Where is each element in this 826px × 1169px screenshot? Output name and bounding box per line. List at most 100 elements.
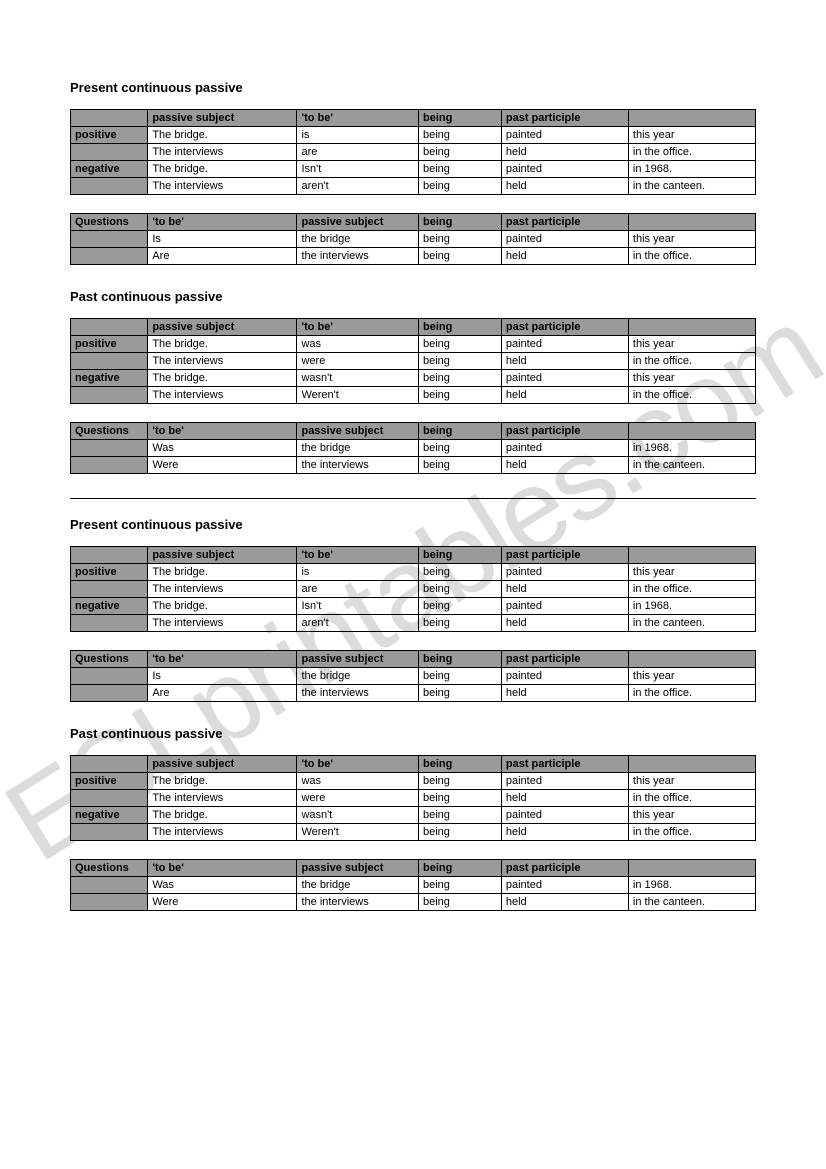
table-cell: painted	[501, 336, 628, 353]
table-cell: is	[297, 564, 419, 581]
table-cell: Is	[148, 668, 297, 685]
table-row: negativeThe bridge.Isn'tbeingpaintedin 1…	[71, 598, 756, 615]
table-cell: being	[419, 336, 502, 353]
table-cell: the interviews	[297, 457, 419, 474]
section-title: Past continuous passive	[70, 289, 756, 304]
table-cell: painted	[501, 564, 628, 581]
table-header-row: passive subject'to be'beingpast particip…	[71, 110, 756, 127]
table-cell: being	[419, 564, 502, 581]
row-label-cell	[71, 581, 148, 598]
table-header-cell: being	[419, 110, 502, 127]
table-cell: held	[501, 144, 628, 161]
table-cell: this year	[628, 231, 755, 248]
row-label-cell	[71, 248, 148, 265]
table-header-cell: being	[419, 547, 502, 564]
table-cell: held	[501, 248, 628, 265]
section-title: Past continuous passive	[70, 726, 756, 741]
table-cell: held	[501, 178, 628, 195]
table-cell: in the office.	[628, 144, 755, 161]
table-cell: The bridge.	[148, 336, 297, 353]
table-header-row: Questions'to be'passive subjectbeingpast…	[71, 214, 756, 231]
table-header-row: passive subject'to be'beingpast particip…	[71, 756, 756, 773]
table-cell: Is	[148, 231, 297, 248]
questions-table: Questions'to be'passive subjectbeingpast…	[70, 650, 756, 702]
table-cell: painted	[501, 668, 628, 685]
table-cell: being	[419, 248, 502, 265]
table-cell: held	[501, 894, 628, 911]
grammar-table: passive subject'to be'beingpast particip…	[70, 546, 756, 632]
table-cell: Are	[148, 248, 297, 265]
table-cell: The interviews	[148, 824, 297, 841]
table-cell: in the office.	[628, 824, 755, 841]
table-cell: in 1968.	[628, 161, 755, 178]
table-cell: being	[419, 807, 502, 824]
table-cell: The bridge.	[148, 370, 297, 387]
table-header-cell: past participle	[501, 547, 628, 564]
table-cell: Were	[148, 894, 297, 911]
table-header-cell: Questions	[71, 651, 148, 668]
table-cell: being	[419, 144, 502, 161]
table-cell: in the canteen.	[628, 178, 755, 195]
table-header-row: Questions'to be'passive subjectbeingpast…	[71, 651, 756, 668]
table-cell: was	[297, 773, 419, 790]
table-row: Werethe interviewsbeingheldin the cantee…	[71, 457, 756, 474]
questions-table: Questions'to be'passive subjectbeingpast…	[70, 422, 756, 474]
table-header-cell: past participle	[501, 423, 628, 440]
table-row: Wasthe bridgebeingpaintedin 1968.	[71, 440, 756, 457]
table-cell: in 1968.	[628, 598, 755, 615]
grammar-table: passive subject'to be'beingpast particip…	[70, 109, 756, 195]
table-cell: wasn't	[297, 807, 419, 824]
table-header-cell: 'to be'	[297, 110, 419, 127]
section-title: Present continuous passive	[70, 517, 756, 532]
table-cell: The interviews	[148, 790, 297, 807]
table-header-row: Questions'to be'passive subjectbeingpast…	[71, 860, 756, 877]
table-header-cell: being	[419, 756, 502, 773]
table-cell: this year	[628, 336, 755, 353]
table-header-cell: Questions	[71, 214, 148, 231]
table-header-cell	[628, 651, 755, 668]
row-label-cell	[71, 144, 148, 161]
table-header-cell	[71, 319, 148, 336]
row-label-cell: negative	[71, 161, 148, 178]
row-label-cell: positive	[71, 336, 148, 353]
table-header-cell: 'to be'	[148, 860, 297, 877]
table-header-cell: passive subject	[148, 110, 297, 127]
table-cell: in 1968.	[628, 877, 755, 894]
table-cell: Were	[148, 457, 297, 474]
table-cell: The interviews	[148, 387, 297, 404]
row-label-cell	[71, 353, 148, 370]
table-cell: in the canteen.	[628, 894, 755, 911]
table-cell: being	[419, 773, 502, 790]
table-cell: the bridge	[297, 231, 419, 248]
table-header-cell: 'to be'	[297, 319, 419, 336]
table-header-cell: 'to be'	[297, 756, 419, 773]
row-label-cell	[71, 231, 148, 248]
table-cell: being	[419, 387, 502, 404]
table-cell: being	[419, 824, 502, 841]
table-cell: The interviews	[148, 581, 297, 598]
table-cell: being	[419, 353, 502, 370]
table-cell: in the canteen.	[628, 615, 755, 632]
table-header-cell: passive subject	[297, 214, 419, 231]
table-cell: in the canteen.	[628, 457, 755, 474]
table-cell: this year	[628, 370, 755, 387]
table-row: positiveThe bridge.wasbeingpaintedthis y…	[71, 773, 756, 790]
table-cell: are	[297, 581, 419, 598]
table-cell: The bridge.	[148, 807, 297, 824]
table-cell: The bridge.	[148, 127, 297, 144]
table-header-cell	[628, 547, 755, 564]
table-cell: held	[501, 581, 628, 598]
table-row: negativeThe bridge.Isn'tbeingpaintedin 1…	[71, 161, 756, 178]
grammar-table: passive subject'to be'beingpast particip…	[70, 318, 756, 404]
table-cell: held	[501, 790, 628, 807]
table-cell: being	[419, 598, 502, 615]
table-cell: held	[501, 353, 628, 370]
table-cell: held	[501, 824, 628, 841]
table-header-row: passive subject'to be'beingpast particip…	[71, 547, 756, 564]
table-header-cell: Questions	[71, 860, 148, 877]
table-row: The interviewsWeren'tbeingheldin the off…	[71, 387, 756, 404]
table-header-cell: passive subject	[297, 860, 419, 877]
table-cell: being	[419, 178, 502, 195]
table-header-row: passive subject'to be'beingpast particip…	[71, 319, 756, 336]
table-header-cell: past participle	[501, 214, 628, 231]
